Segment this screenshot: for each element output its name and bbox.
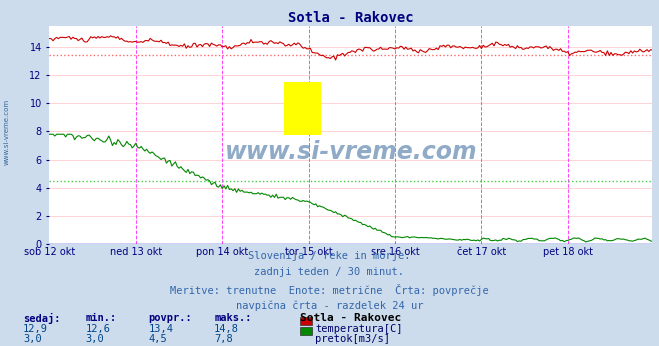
Text: min.:: min.: bbox=[86, 313, 117, 323]
Text: www.si-vreme.com: www.si-vreme.com bbox=[3, 98, 9, 165]
Text: 7,8: 7,8 bbox=[214, 334, 233, 344]
Text: Sotla - Rakovec: Sotla - Rakovec bbox=[300, 313, 401, 323]
Text: 3,0: 3,0 bbox=[23, 334, 42, 344]
Title: Sotla - Rakovec: Sotla - Rakovec bbox=[288, 11, 414, 25]
Text: 13,4: 13,4 bbox=[148, 324, 173, 334]
Text: 4,5: 4,5 bbox=[148, 334, 167, 344]
Text: sedaj:: sedaj: bbox=[23, 313, 61, 324]
Text: Meritve: trenutne  Enote: metrične  Črta: povprečje: Meritve: trenutne Enote: metrične Črta: … bbox=[170, 284, 489, 296]
Text: 14,8: 14,8 bbox=[214, 324, 239, 334]
Text: 12,9: 12,9 bbox=[23, 324, 48, 334]
Text: povpr.:: povpr.: bbox=[148, 313, 192, 323]
Text: pretok[m3/s]: pretok[m3/s] bbox=[315, 334, 390, 344]
Text: Slovenija / reke in morje.: Slovenija / reke in morje. bbox=[248, 251, 411, 261]
Text: maks.:: maks.: bbox=[214, 313, 252, 323]
Text: zadnji teden / 30 minut.: zadnji teden / 30 minut. bbox=[254, 267, 405, 277]
Text: navpična črta - razdelek 24 ur: navpična črta - razdelek 24 ur bbox=[236, 301, 423, 311]
Text: 3,0: 3,0 bbox=[86, 334, 104, 344]
Text: 12,6: 12,6 bbox=[86, 324, 111, 334]
Text: temperatura[C]: temperatura[C] bbox=[315, 324, 403, 334]
Text: www.si-vreme.com: www.si-vreme.com bbox=[225, 140, 477, 164]
